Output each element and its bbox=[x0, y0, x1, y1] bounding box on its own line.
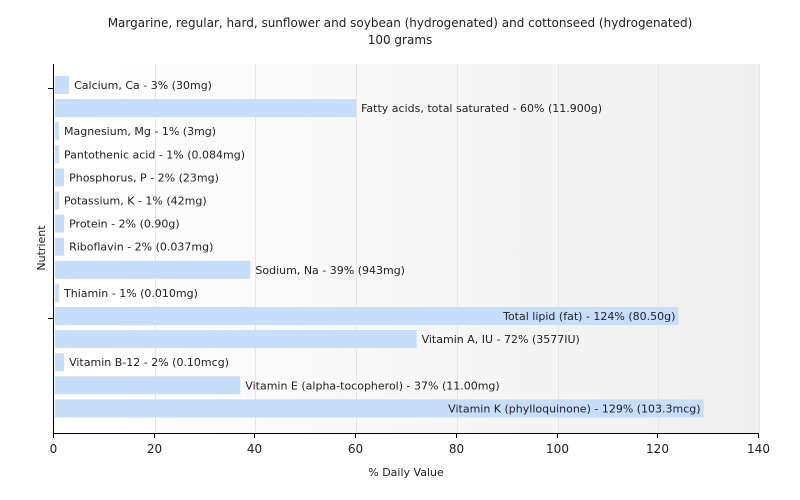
grid-lines bbox=[155, 64, 760, 433]
bars: Calcium, Ca - 3% (30mg) Fatty acids, tota… bbox=[55, 76, 704, 418]
bar-3 bbox=[55, 145, 59, 164]
x-tick-label-7: 140 bbox=[747, 442, 770, 456]
bar-label-8: Sodium, Na - 39% (943mg) bbox=[255, 264, 405, 277]
bar-label-5: Potassium, K - 1% (42mg) bbox=[64, 195, 207, 208]
bar-2 bbox=[55, 122, 59, 141]
axes: 0 20 40 60 80 100 120 140 bbox=[48, 64, 770, 456]
bar-label-12: Vitamin B-12 - 2% (0.10mcg) bbox=[69, 356, 229, 369]
bar-9 bbox=[55, 283, 59, 302]
bar-12 bbox=[55, 353, 65, 372]
chart-subtitle: 100 grams bbox=[368, 33, 433, 47]
x-tick-label-4: 80 bbox=[449, 442, 464, 456]
bar-5 bbox=[55, 191, 59, 210]
x-tick-label-3: 60 bbox=[348, 442, 363, 456]
y-axis-title: Nutrient bbox=[35, 225, 48, 271]
bar-label-4: Phosphorus, P - 2% (23mg) bbox=[69, 171, 219, 184]
plot-background bbox=[54, 64, 759, 433]
bar-label-0: Calcium, Ca - 3% (30mg) bbox=[74, 79, 212, 92]
bar-10 bbox=[55, 307, 679, 325]
x-tick-label-2: 40 bbox=[247, 442, 262, 456]
bar-1 bbox=[55, 99, 357, 118]
bar-label-1: Fatty acids, total saturated - 60% (11.9… bbox=[361, 102, 602, 115]
x-tick-label-6: 120 bbox=[646, 442, 669, 456]
bar-label-2: Magnesium, Mg - 1% (3mg) bbox=[64, 125, 216, 138]
bar-4 bbox=[55, 168, 65, 187]
bar-14 bbox=[55, 399, 704, 418]
x-tick-label-0: 0 bbox=[50, 442, 58, 456]
bar-label-3: Pantothenic acid - 1% (0.084mg) bbox=[64, 148, 245, 161]
bar-label-9: Thiamin - 1% (0.010mg) bbox=[63, 287, 198, 300]
bar-label-11: Vitamin A, IU - 72% (3577IU) bbox=[422, 333, 580, 346]
bar-label-14: Vitamin K (phylloquinone) - 129% (103.3m… bbox=[448, 402, 700, 415]
x-tick-label-5: 100 bbox=[546, 442, 569, 456]
x-tick-label-1: 20 bbox=[147, 442, 162, 456]
bar-8 bbox=[55, 260, 251, 279]
bar-0 bbox=[55, 76, 70, 94]
bar-13 bbox=[55, 376, 241, 395]
bar-label-6: Protein - 2% (0.90g) bbox=[69, 218, 180, 231]
bar-11 bbox=[55, 330, 417, 349]
bar-label-10: Total lipid (fat) - 124% (80.50g) bbox=[502, 310, 675, 323]
bar-label-7: Riboflavin - 2% (0.037mg) bbox=[69, 241, 213, 254]
bar-6 bbox=[55, 214, 65, 233]
x-axis-title: % Daily Value bbox=[368, 466, 444, 479]
bar-7 bbox=[55, 237, 65, 256]
chart-title: Margarine, regular, hard, sunflower and … bbox=[108, 16, 693, 30]
bar-label-13: Vitamin E (alpha-tocopherol) - 37% (11.0… bbox=[245, 379, 499, 392]
